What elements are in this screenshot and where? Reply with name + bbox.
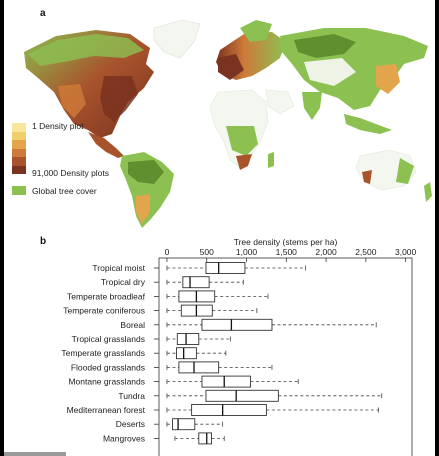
africa-central: [226, 126, 258, 156]
south-america-south: [136, 194, 150, 224]
legend-ramp-step: [12, 157, 26, 166]
asia-interior: [304, 58, 356, 86]
panel-b-label: b: [40, 236, 47, 247]
legend-ramp-step: [12, 148, 26, 157]
x-tick-label: 2,500: [355, 247, 377, 257]
category-label: Tropical moist: [92, 263, 145, 273]
iqr-box: [172, 418, 196, 431]
iqr-box: [176, 333, 200, 345]
category-label: Temperate coniferous: [63, 306, 145, 316]
asia-east: [376, 64, 400, 94]
iqr-box: [176, 347, 197, 360]
central-america-landmass: [88, 132, 124, 158]
category-label: Tundra: [118, 391, 145, 401]
x-tick-label: 500: [200, 247, 214, 257]
x-axis-ticks: 0 500 1,000 1,500 2,000 2,500 3,000: [165, 247, 417, 262]
x-tick-label: 0: [165, 247, 170, 257]
legend-ramp-step: [12, 165, 26, 174]
iqr-box: [198, 432, 212, 445]
north-america-west: [58, 84, 86, 118]
category-label: Boreal: [120, 320, 145, 330]
madagascar-landmass: [268, 152, 274, 168]
iqr-box: [205, 262, 246, 274]
density-color-ramp: [12, 123, 26, 174]
category-label: Montane grasslands: [68, 377, 145, 387]
boxplot-row: Tropical grasslands: [72, 333, 232, 345]
greenland-landmass: [153, 19, 201, 59]
south-america-amazon: [128, 160, 164, 184]
boxplot-row: Tropical moist: [92, 262, 306, 274]
africa-south: [236, 154, 252, 170]
legend-low-label: 1 Density plot: [32, 121, 84, 131]
india-landmass: [302, 92, 322, 120]
category-label: Flooded grasslands: [71, 362, 145, 372]
category-label: Tropical grasslands: [72, 334, 145, 344]
tree-density-boxplot: Tree density (stems per ha) 0 500 1,000 1,5…: [61, 237, 417, 456]
boxplot-row: Tundra: [118, 389, 383, 402]
panel-a-label: a: [40, 8, 46, 19]
figure-page: a: [4, 0, 435, 456]
legend-ramp-step: [12, 140, 26, 149]
x-tick-label: 1,500: [276, 247, 298, 257]
boxplot-row: Tropical dry: [101, 276, 244, 289]
world-tree-density-map: [24, 19, 432, 228]
category-label: Temperate grasslands: [61, 348, 145, 358]
iqr-box: [182, 276, 210, 289]
australia-east: [396, 158, 414, 184]
australia-southwest: [362, 170, 372, 184]
legend-ramp-step: [12, 131, 26, 140]
europe-west: [218, 54, 244, 80]
boxplot-row: Flooded grasslands: [71, 361, 273, 374]
legend-cover-label: Global tree cover: [32, 186, 97, 196]
category-label: Mediterranean forest: [67, 405, 146, 415]
x-axis-label: Tree density (stems per ha): [234, 237, 338, 247]
iqr-box: [205, 389, 279, 402]
europe-scandinavia: [240, 20, 272, 42]
southeast-asia-islands: [344, 114, 392, 134]
new-zealand-landmass: [424, 182, 432, 202]
legend-high-label: 91,000 Density plots: [32, 168, 110, 178]
iqr-box: [178, 361, 220, 374]
legend-ramp-step: [12, 123, 26, 132]
category-label: Deserts: [116, 419, 145, 429]
north-america-east: [100, 76, 138, 122]
iqr-box: [191, 404, 267, 416]
north-america-tundra: [28, 34, 144, 66]
boxplot-row: Deserts: [116, 418, 224, 431]
boxplot-row: Temperate broadleaf: [67, 290, 269, 303]
corner-bar: [4, 452, 66, 456]
arabia-landmass: [265, 89, 295, 115]
tree-cover-swatch: [12, 186, 26, 195]
boxplot-rows: Tropical moist Tropical dry Temperate broa…: [61, 262, 383, 445]
asia-siberia: [294, 34, 356, 58]
x-tick-label: 2,000: [315, 247, 337, 257]
boxplot-row: Temperate grasslands: [61, 347, 227, 360]
x-tick-label: 1,000: [236, 247, 258, 257]
category-label: Tropical dry: [101, 277, 146, 287]
category-label: Temperate broadleaf: [67, 291, 146, 301]
boxplot-row: Mediterranean forest: [67, 404, 379, 416]
boxplot-row: Montane grasslands: [68, 375, 299, 388]
boxplot-row: Boreal: [120, 318, 377, 331]
x-tick-label: 3,000: [395, 247, 417, 257]
iqr-box: [201, 318, 273, 331]
category-label: Mangroves: [103, 433, 145, 443]
iqr-box: [201, 375, 251, 388]
boxplot-row: Mangroves: [103, 432, 225, 445]
boxplot-row: Temperate coniferous: [63, 304, 258, 317]
